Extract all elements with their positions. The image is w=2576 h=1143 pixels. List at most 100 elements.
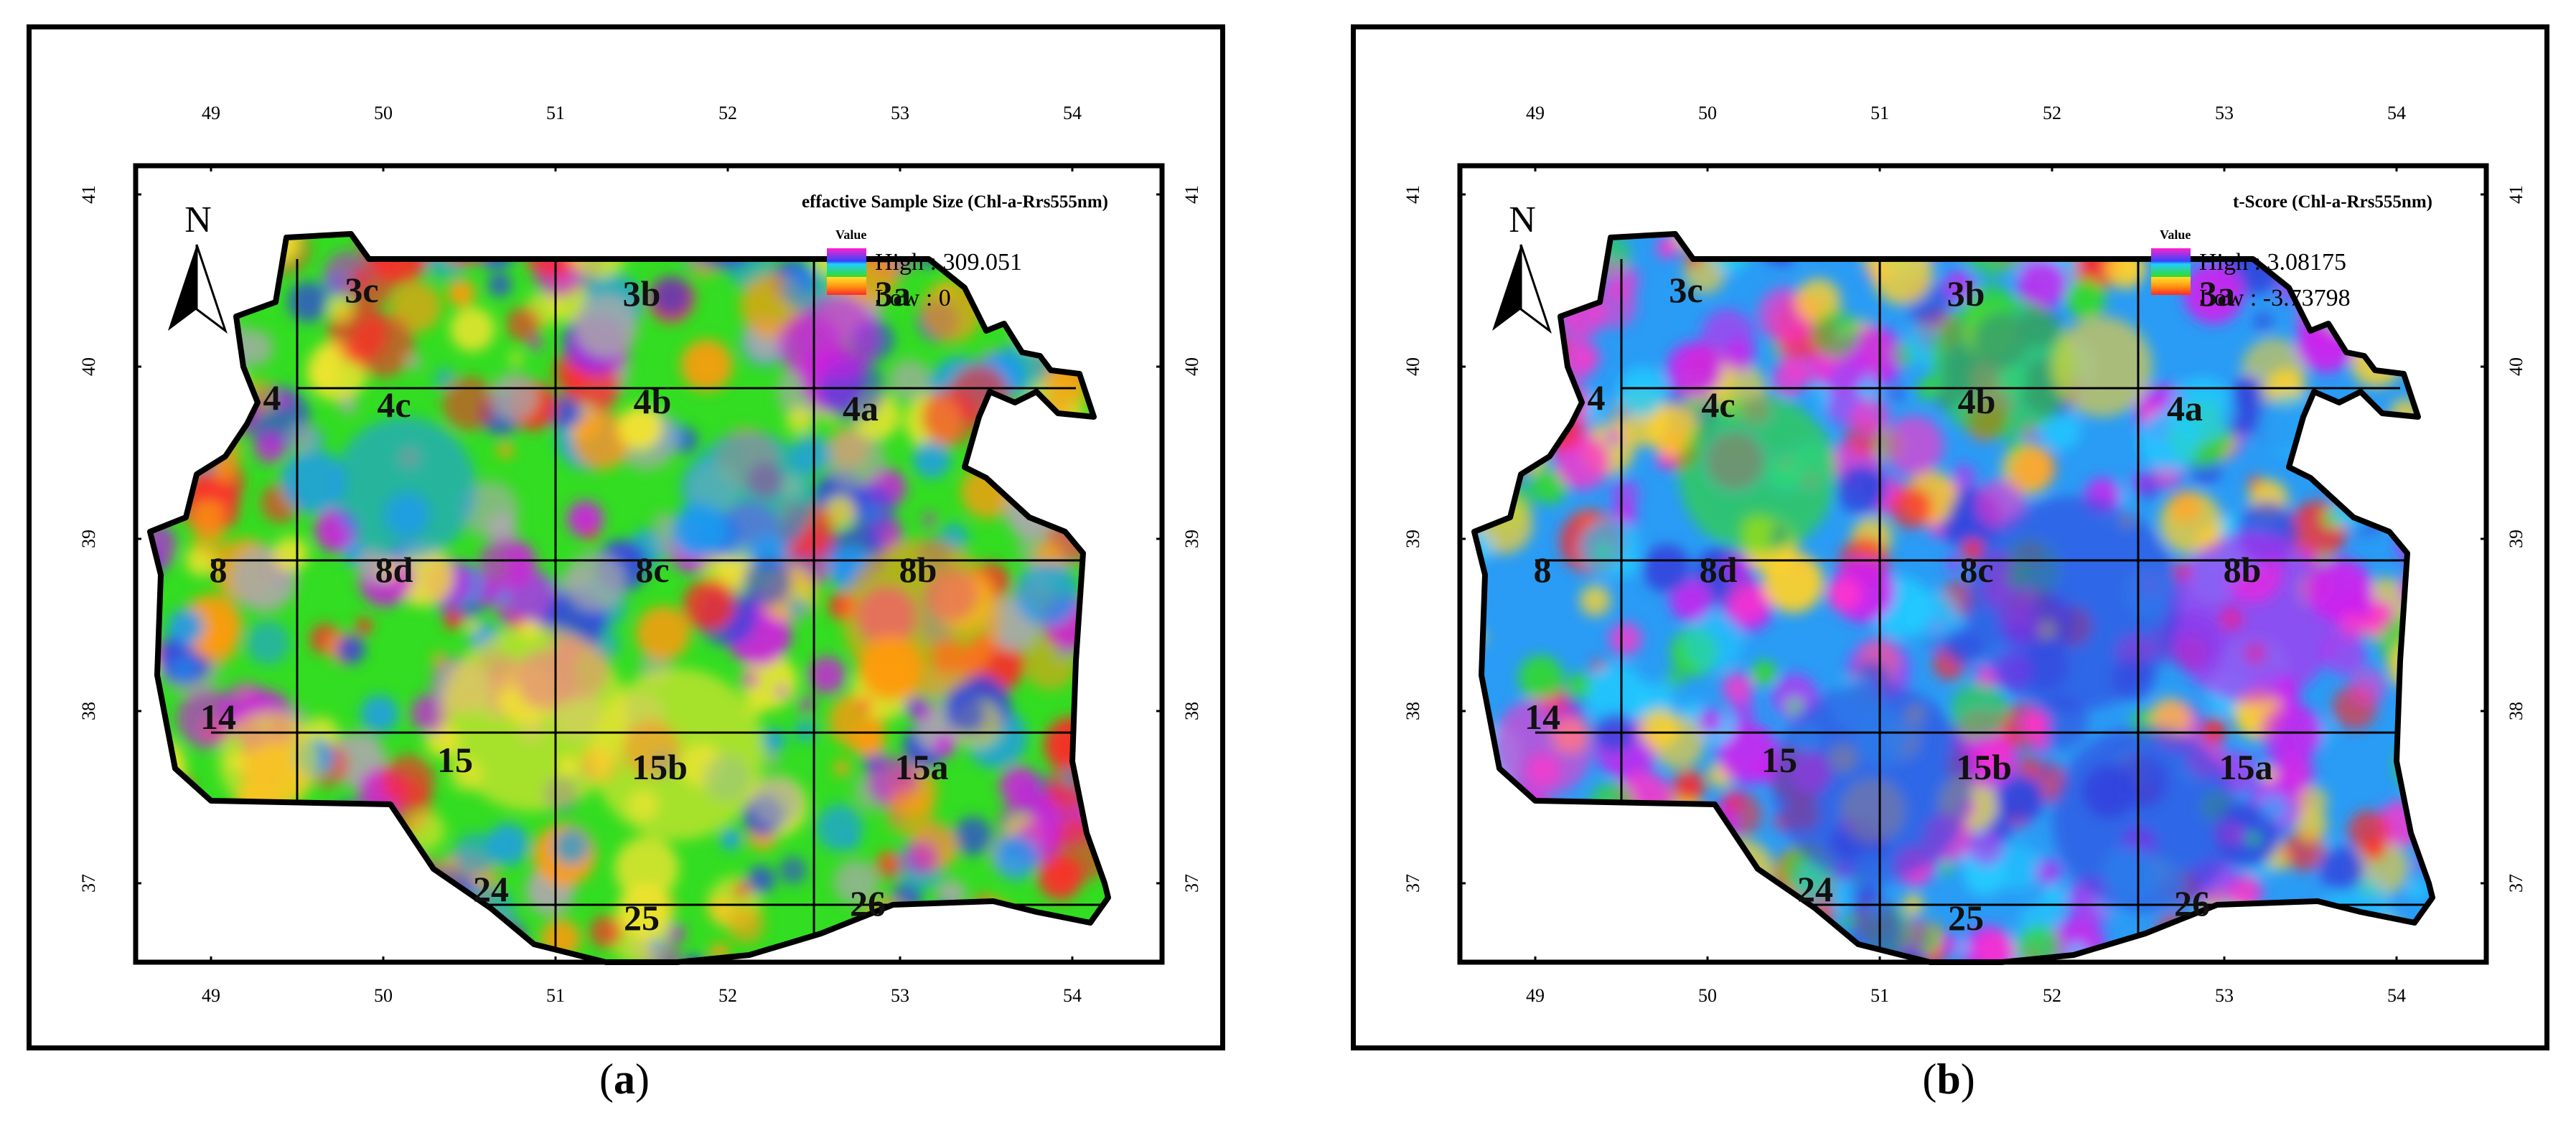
map-figure-a: 49 49 50 50 51 51 52 52 53 53 54 54 41 41 40 40 39 39 38 38… [78,103,1202,1006]
zone-label-8d: 8d [375,550,413,590]
zone-label-4: 4 [1588,377,1606,418]
lon-tick-top: 50 [374,103,393,123]
legend-high: High : 309.051 [875,249,1022,276]
axis-ticks: 49 49 50 50 51 51 52 52 53 53 54 54 41 41 40 40 39 39 38 38… [78,103,1202,1006]
zone-label-25: 25 [624,898,660,938]
lat-tick-left: 39 [1402,530,1423,548]
zone-label-4a: 4a [843,388,879,428]
zone-label-8c: 8c [1959,550,1993,590]
north-arrow-icon: N [168,199,228,334]
legend-heading: Value [2160,227,2191,242]
legend-heading: Value [835,227,866,242]
lat-tick-right: 39 [2506,530,2526,548]
zone-label-15b: 15b [632,747,688,787]
zone-label-15: 15 [437,740,473,780]
zone-label-15a: 15a [895,747,949,787]
lon-tick-bottom: 54 [1063,985,1082,1006]
zone-label-8b: 8b [2224,550,2262,590]
lon-tick-top: 50 [1698,103,1717,123]
legend: Value High : 309.051 Low : 0 [827,227,1022,311]
zone-label-15: 15 [1761,740,1797,780]
zone-label-4b: 4b [634,381,672,421]
zone-label-24: 24 [1797,869,1833,909]
lat-tick-left: 37 [1402,874,1423,893]
zone-labels: 3c 3b 3a 4 4c 4b 4a 8 8d 8c 8b 14 15 15b 15a 24 25 26 [200,270,949,938]
lon-tick-top: 53 [2215,103,2234,123]
axis-ticks: 49 49 50 50 51 51 52 52 53 53 54 54 41 41 40 40 39 39 38 38… [1402,103,2526,1006]
legend-high: High : 3.08175 [2199,249,2346,276]
zone-label-15a: 15a [2219,747,2273,787]
lat-tick-left: 38 [78,702,99,720]
lon-tick-bottom: 51 [1870,985,1889,1006]
north-label: N [1509,199,1536,240]
north-label: N [184,199,212,240]
zone-label-24: 24 [473,869,509,909]
zone-label-3c: 3c [345,270,378,310]
lon-tick-top: 52 [2043,103,2061,123]
zone-label-3b: 3b [1947,273,1985,314]
zone-label-4b: 4b [1958,381,1996,421]
zone-label-8: 8 [210,550,228,590]
zone-label-14: 14 [1524,697,1560,737]
lon-tick-bottom: 50 [374,985,393,1006]
lon-tick-top: 53 [891,103,909,123]
zone-label-8: 8 [1534,550,1552,590]
lon-tick-top: 51 [1870,103,1889,123]
zone-label-8c: 8c [635,550,669,590]
lon-tick-bottom: 52 [2043,985,2061,1006]
zone-label-4c: 4c [1701,385,1735,425]
lon-tick-bottom: 50 [1698,985,1717,1006]
map-title: t-Score (Chl-a-Rrs555nm) [2233,192,2432,212]
zone-label-3a: 3a [2199,273,2235,314]
map-panel-a: 49 49 50 50 51 51 52 52 53 53 54 54 41 41 40 40 39 39 38 38… [27,24,1225,1050]
zone-label-25: 25 [1948,898,1984,938]
caption-a: (a) [599,1055,650,1103]
lat-tick-right: 39 [1181,530,1202,548]
lat-tick-left: 41 [78,185,99,204]
legend-low: Low : -3.73798 [2199,285,2351,311]
province-outline [147,231,1111,965]
zone-label-4c: 4c [377,385,411,425]
caption-b: (b) [1922,1055,1975,1103]
lat-tick-left: 40 [78,357,99,376]
lon-tick-top: 52 [718,103,737,123]
zone-label-14: 14 [200,697,236,737]
zone-label-4a: 4a [2167,388,2203,428]
lat-tick-right: 40 [2506,357,2526,376]
zone-label-4: 4 [263,377,281,418]
lon-tick-bottom: 53 [2215,985,2234,1006]
lon-tick-bottom: 49 [1526,985,1545,1006]
lon-tick-bottom: 49 [202,985,220,1006]
zone-label-3b: 3b [623,273,661,314]
map-title: effactive Sample Size (Chl-a-Rrs555nm) [802,192,1108,212]
lat-tick-left: 38 [1402,702,1423,720]
lon-tick-top: 51 [546,103,565,123]
lon-tick-bottom: 51 [546,985,565,1006]
legend-swatch-low [827,277,866,295]
map-panel-b: 49 49 50 50 51 51 52 52 53 53 54 54 41 41 40 40 39 39 38 38… [1351,24,2549,1050]
lat-tick-left: 41 [1402,185,1423,204]
legend-swatch-high [2151,248,2191,277]
zone-label-15b: 15b [1956,747,2012,787]
lat-tick-left: 39 [78,530,99,548]
lat-tick-right: 38 [2506,702,2526,720]
zone-label-3a: 3a [875,273,911,314]
legend-swatch-high [827,248,866,277]
zone-label-26: 26 [850,883,886,923]
lon-tick-top: 49 [1526,103,1545,123]
grid-lines [1535,259,2432,962]
lon-tick-top: 54 [2387,103,2406,123]
lat-tick-right: 41 [2506,185,2526,204]
lon-tick-bottom: 53 [891,985,909,1006]
lat-tick-right: 40 [1181,357,1202,376]
legend-swatch-low [2151,277,2191,295]
map-figure-b: 49 49 50 50 51 51 52 52 53 53 54 54 41 41 40 40 39 39 38 38… [1402,103,2526,1006]
lat-tick-right: 37 [2506,874,2526,893]
lon-tick-top: 49 [202,103,220,123]
zone-label-8d: 8d [1700,550,1738,590]
lon-tick-bottom: 52 [718,985,737,1006]
zone-label-26: 26 [2174,883,2210,923]
zone-labels: 3c 3b 3a 4 4c 4b 4a 8 8d 8c 8b 14 15 15b 15a 24 25 26 [1524,270,2273,938]
lat-tick-right: 38 [1181,702,1202,720]
lon-tick-top: 54 [1063,103,1082,123]
